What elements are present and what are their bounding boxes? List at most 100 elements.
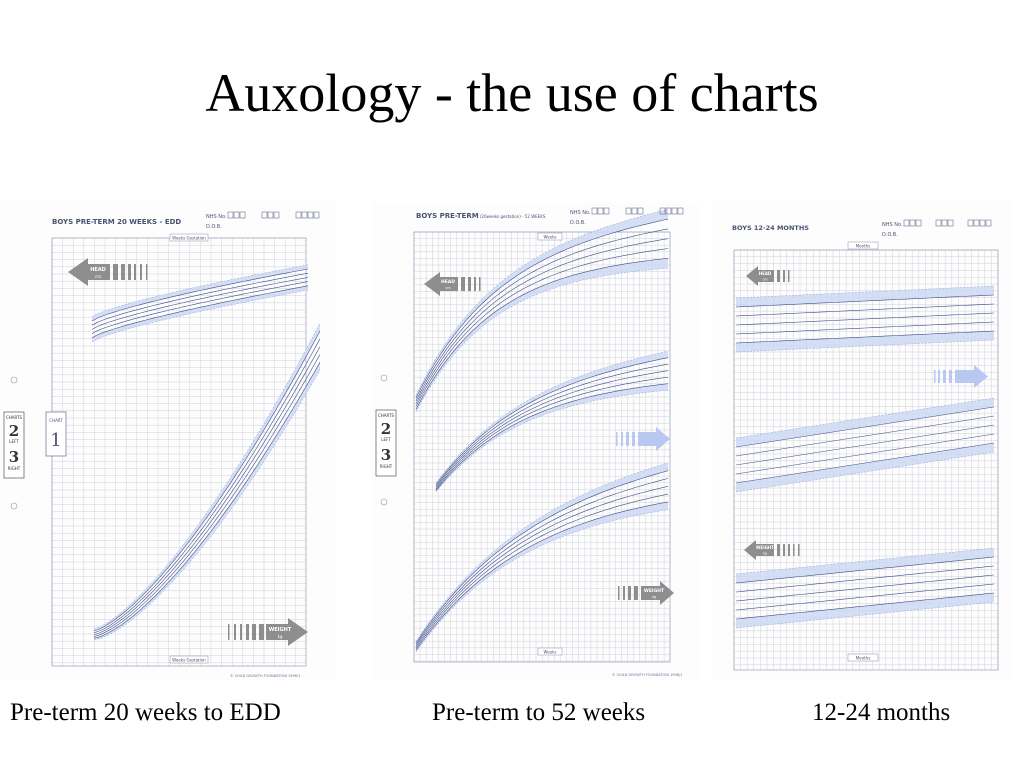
- centile-lines: [91, 264, 321, 641]
- caption-preterm-20-weeks: Pre-term 20 weeks to EDD: [10, 699, 281, 726]
- nhs-label: NHS No.: [882, 222, 903, 228]
- growth-chart-drawing: BOYS PRE-TERM 20 WEEKS - EDD NHS No. D.O…: [3, 211, 321, 678]
- centile-line: [93, 369, 321, 641]
- caption-12-24-months: 12-24 months: [812, 699, 951, 726]
- punch-hole: [380, 498, 388, 506]
- centile-line: [735, 433, 995, 475]
- centile-line: [735, 565, 995, 593]
- centile-line: [91, 281, 309, 334]
- centile-line: [735, 574, 995, 602]
- copyright-footer: © CHILD GROWTH FOUNDATION 1996/1: [230, 674, 300, 678]
- nhs-boxes: [903, 219, 992, 227]
- dob-label: D.O.B.: [882, 232, 898, 238]
- nhs-label: NHS No.: [206, 214, 227, 220]
- centile-line: [735, 294, 995, 308]
- centile-line: [735, 415, 995, 457]
- centile-line: [435, 383, 669, 491]
- head-unit: cm: [763, 278, 768, 282]
- centile-band: [736, 331, 994, 352]
- centile-lines: [735, 285, 995, 629]
- weight-label: WEIGHT: [269, 627, 292, 633]
- charts-tab-label: CHARTS: [378, 413, 394, 418]
- punch-hole: [10, 376, 18, 384]
- side-chart-label: CHART: [49, 418, 63, 423]
- axis-label-top: Weeks: [543, 235, 556, 240]
- charts-tab-num-2: 3: [9, 448, 19, 466]
- charts-tab-num-1: 2: [381, 420, 391, 438]
- centile-line: [91, 268, 309, 322]
- centile-bands: [416, 209, 668, 652]
- centile-line: [415, 258, 669, 410]
- centile-line: [91, 285, 309, 339]
- centile-line: [93, 362, 321, 639]
- centile-line: [735, 312, 995, 326]
- centile-line: [415, 238, 669, 404]
- centile-line: [93, 338, 321, 634]
- centile-line: [735, 406, 995, 448]
- head-arrow: [68, 258, 148, 286]
- centile-line: [415, 209, 669, 396]
- centile-line: [735, 547, 995, 575]
- slide-title: Auxology - the use of charts: [205, 63, 819, 123]
- centile-line: [735, 285, 995, 299]
- weight-unit: kg: [278, 634, 283, 639]
- nhs-boxes: [591, 207, 684, 215]
- centile-line: [435, 376, 669, 490]
- axis-label-box-bottom: [169, 655, 209, 664]
- centile-bands: [92, 264, 320, 640]
- dob-label: D.O.B.: [570, 220, 586, 226]
- centile-line: [735, 397, 995, 439]
- weight-label: WEIGHT: [756, 545, 774, 550]
- centile-line: [435, 350, 669, 484]
- axis-label-bottom: Weeks: [543, 650, 556, 655]
- centile-lines: [415, 209, 669, 653]
- centile-line: [735, 339, 995, 353]
- head-unit: cm: [95, 274, 101, 279]
- head-arrow: [746, 266, 790, 286]
- centile-line: [415, 248, 669, 407]
- chart-header: BOYS PRE-TERM 20 WEEKS - EDD: [52, 218, 181, 226]
- centile-band: [92, 264, 308, 321]
- centile-band: [416, 258, 668, 412]
- centile-line: [415, 509, 669, 653]
- weight-unit: kg: [763, 552, 767, 556]
- charts-tab-word-2: RIGHT: [8, 466, 21, 471]
- centile-line: [435, 389, 669, 493]
- centile-line: [415, 267, 669, 413]
- axis-label-bottom: Months: [856, 656, 871, 661]
- charts-tab: [3, 411, 25, 479]
- centile-line: [735, 601, 995, 629]
- centile-line: [93, 323, 321, 630]
- centile-line: [91, 272, 309, 326]
- head-unit: cm: [445, 286, 451, 290]
- centile-band: [736, 443, 994, 492]
- centile-line: [435, 357, 669, 485]
- axis-label-box-top: [537, 232, 563, 241]
- centile-line: [735, 556, 995, 584]
- charts-tab-word-2: RIGHT: [380, 464, 393, 469]
- punch-hole: [10, 502, 18, 510]
- axis-label-box-bottom: [537, 647, 563, 656]
- dob-label: D.O.B.: [206, 224, 222, 230]
- centile-line: [415, 486, 669, 647]
- chart-image-preterm-20-weeks: BOYS PRE-TERM 20 WEEKS - EDD NHS No. D.O…: [0, 200, 336, 680]
- centile-line: [415, 478, 669, 645]
- centile-band: [736, 593, 994, 628]
- centile-line: [735, 442, 995, 484]
- charts-tab-num-1: 2: [9, 422, 19, 440]
- charts-tab: [375, 409, 397, 477]
- centile-band: [736, 286, 994, 307]
- length-arrow: [934, 365, 988, 388]
- centile-line: [415, 501, 669, 651]
- centile-line: [415, 470, 669, 644]
- side-chart-box: [45, 411, 67, 457]
- centile-band: [736, 398, 994, 447]
- centile-line: [735, 321, 995, 335]
- axis-label-top: Months: [856, 244, 871, 249]
- centile-line: [93, 354, 321, 637]
- growth-chart-drawing: BOYS PRE-TERM (20weeks gestation) - 52 W…: [375, 207, 684, 677]
- head-arrow: [424, 272, 481, 296]
- axis-label-top: Weeks Gestation: [172, 236, 206, 241]
- centile-line: [91, 277, 309, 330]
- punch-hole: [380, 374, 388, 382]
